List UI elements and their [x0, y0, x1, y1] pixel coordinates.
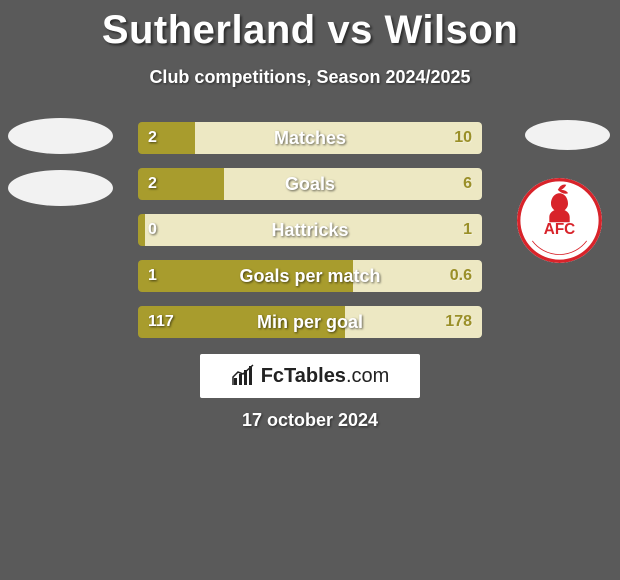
bar-row: Matches2 10 [138, 122, 482, 154]
bar-label: Hattricks [138, 214, 482, 246]
comparison-bars: Matches210Goals26Hattricks01Goals per ma… [138, 122, 482, 352]
bar-row: Min per goal117 178 [138, 306, 482, 338]
bar-left-value: 2 [148, 122, 157, 154]
left-team-badge-2 [8, 170, 113, 206]
brand-badge: FcTables.com [200, 354, 420, 398]
bar-label: Goals [138, 168, 482, 200]
bar-left-value: 1 [148, 260, 157, 292]
chart-icon [231, 364, 255, 388]
bar-label: Min per goal [138, 306, 482, 338]
date-text: 17 october 2024 [0, 410, 620, 431]
right-team-crest: AFC [517, 178, 602, 263]
subtitle: Club competitions, Season 2024/2025 [0, 67, 620, 88]
bar-right-value: 10 [454, 122, 472, 154]
brand-text: FcTables.com [261, 365, 390, 388]
bar-left-value: 0 [148, 214, 157, 246]
bar-label: Goals per match [138, 260, 482, 292]
bar-right-value: 178 [445, 306, 472, 338]
svg-text:AFC: AFC [544, 221, 575, 238]
bar-row: Hattricks0 1 [138, 214, 482, 246]
page-title: Sutherland vs Wilson [0, 0, 620, 53]
left-team-badge-1 [8, 118, 113, 154]
bar-row: Goals per match1 0.6 [138, 260, 482, 292]
bar-label: Matches [138, 122, 482, 154]
bar-right-value: 0.6 [450, 260, 472, 292]
bar-left-value: 117 [148, 306, 174, 338]
bar-right-value: 6 [463, 168, 472, 200]
bar-left-value: 2 [148, 168, 157, 200]
bar-row: Goals2 6 [138, 168, 482, 200]
right-team-badge-1 [525, 120, 610, 150]
bar-right-value: 1 [463, 214, 472, 246]
